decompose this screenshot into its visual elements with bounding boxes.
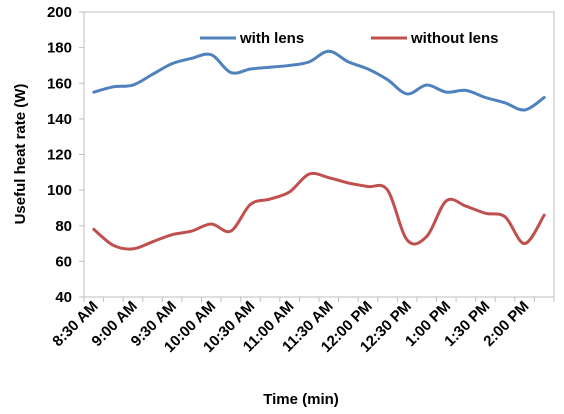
- y-tick-label: 40: [55, 289, 72, 306]
- series-line-with-lens: [92, 49, 546, 112]
- y-tick-label: 60: [55, 253, 72, 270]
- y-tick-label: 180: [47, 40, 72, 57]
- y-tick-label: 100: [47, 182, 72, 199]
- y-tick-label: 140: [47, 111, 72, 128]
- series-lines: [92, 49, 546, 251]
- y-tick-label: 200: [47, 4, 72, 21]
- y-tick-label: 120: [47, 147, 72, 164]
- legend-label-with-lens: with lens: [239, 30, 304, 47]
- y-axis-ticks: 40 60 80 100 120 140 160 180 200: [47, 4, 84, 306]
- legend-label-without-lens: without lens: [410, 30, 499, 47]
- y-axis-title: Useful heat rate (W): [12, 84, 29, 225]
- y-tick-label: 160: [47, 75, 72, 92]
- x-axis-title: Time (min): [263, 391, 339, 408]
- y-tick-label: 80: [55, 218, 72, 235]
- legend: with lens without lens: [200, 30, 499, 47]
- series-line-without-lens: [92, 171, 546, 251]
